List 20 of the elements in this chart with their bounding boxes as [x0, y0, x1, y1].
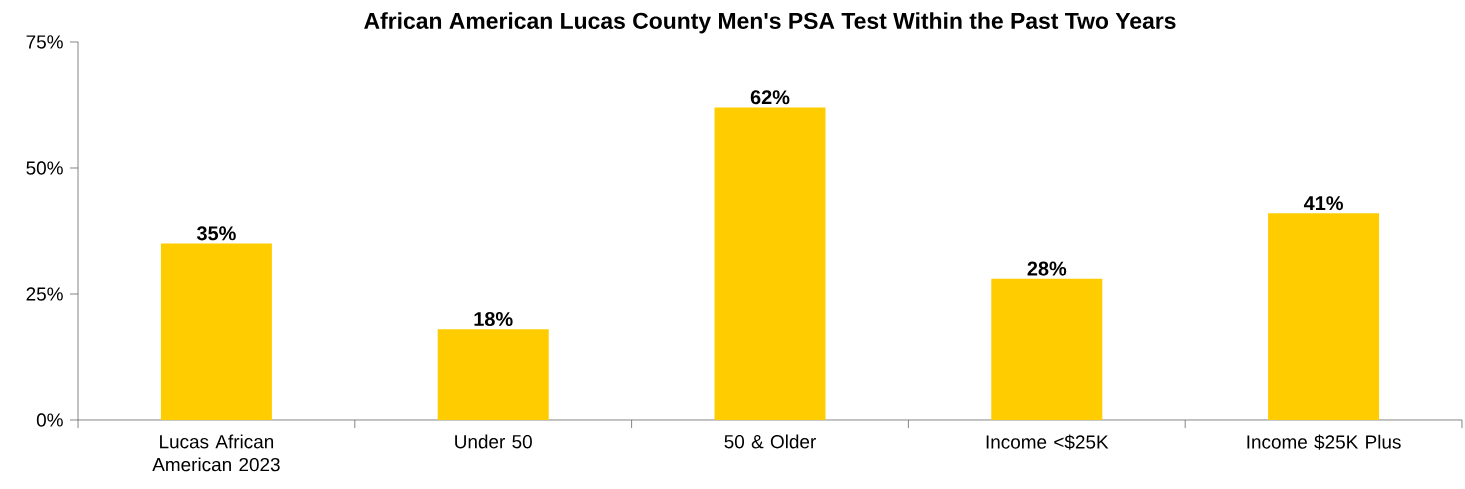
bar — [714, 107, 826, 420]
x-tick-label: Lucas African American 2023 — [152, 434, 280, 472]
data-label: 18% — [474, 311, 513, 327]
bar — [1268, 213, 1380, 420]
chart-title: African American Lucas County Men's PSA Test Within the Past Two Years — [364, 12, 1176, 34]
y-tick-label: 0% — [36, 413, 63, 427]
x-tick-label: Under 50 — [455, 434, 532, 449]
y-tick-label: 25% — [26, 287, 63, 301]
data-label: 41% — [1303, 196, 1343, 211]
x-tick-label: 50 & Older — [724, 434, 816, 449]
bar — [160, 243, 272, 420]
bar — [991, 278, 1103, 420]
x-tick-label: Income $25K Plus — [1247, 434, 1401, 450]
data-label: 62% — [750, 90, 790, 105]
data-label: 35% — [196, 226, 236, 241]
x-tick-label: Income <$25K — [986, 434, 1109, 450]
data-label: 28% — [1027, 261, 1067, 276]
y-tick-label: 50% — [26, 161, 63, 175]
bar — [437, 329, 549, 420]
y-tick-label: 75% — [26, 35, 63, 49]
